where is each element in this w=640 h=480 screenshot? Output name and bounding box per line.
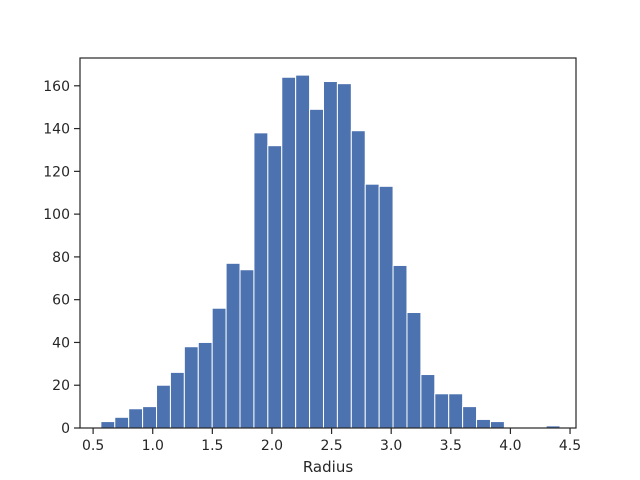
histogram-bar: [114, 416, 130, 429]
x-tick-label: 1.5: [201, 438, 223, 454]
histogram-bar: [322, 81, 338, 429]
histogram-bar: [378, 185, 394, 429]
histogram-bars: [100, 74, 561, 429]
histogram-bar: [267, 145, 283, 429]
y-tick-label: 80: [52, 250, 70, 266]
x-tick-label: 3.5: [440, 438, 462, 454]
histogram-bar: [336, 83, 352, 429]
histogram-bar: [462, 406, 478, 429]
x-tick-label: 4.5: [559, 438, 581, 454]
y-axis-ticks: 0 20 40 60 80 100 120 140 160: [43, 79, 80, 437]
x-tick-label: 2.0: [261, 438, 283, 454]
y-tick-label: 0: [61, 421, 70, 437]
histogram-bar: [156, 384, 171, 429]
histogram-bar: [169, 371, 185, 429]
x-axis-label: Radius: [303, 458, 353, 476]
histogram-bar: [420, 374, 436, 429]
histogram-bar: [309, 108, 324, 429]
histogram-bar: [489, 421, 505, 429]
y-tick-label: 120: [43, 164, 70, 180]
x-tick-label: 3.0: [380, 438, 402, 454]
histogram-bar: [281, 76, 297, 429]
histogram-bar: [295, 74, 311, 429]
x-axis-ticks: 0.5 1.0 1.5 2.0 2.5 3.0 3.5 4.0 4.5: [82, 428, 581, 454]
histogram-bar: [142, 406, 158, 429]
histogram-bar: [350, 130, 366, 429]
histogram-bar: [406, 312, 422, 429]
histogram-bar: [253, 132, 269, 429]
histogram-bar: [197, 341, 213, 429]
y-tick-label: 160: [43, 79, 70, 95]
histogram-bar: [128, 408, 144, 429]
histogram-bar: [211, 307, 227, 429]
histogram-bar: [239, 269, 255, 429]
histogram-bar: [392, 264, 408, 429]
y-tick-label: 40: [52, 335, 70, 351]
y-tick-label: 140: [43, 122, 70, 138]
histogram-bar: [448, 393, 464, 429]
histogram-bar: [100, 421, 116, 429]
axes-frame: [79, 57, 577, 429]
histogram-bar: [364, 183, 380, 429]
y-tick-label: 20: [52, 378, 70, 394]
x-tick-label: 0.5: [82, 438, 104, 454]
histogram-bar: [183, 346, 199, 429]
x-tick-label: 4.0: [499, 438, 521, 454]
x-tick-label: 2.5: [320, 438, 342, 454]
histogram-bar: [434, 393, 450, 429]
y-tick-label: 100: [43, 207, 70, 223]
histogram-bar: [225, 262, 241, 429]
x-tick-label: 1.0: [142, 438, 164, 454]
y-tick-label: 60: [52, 293, 70, 309]
histogram-bar: [476, 418, 491, 429]
